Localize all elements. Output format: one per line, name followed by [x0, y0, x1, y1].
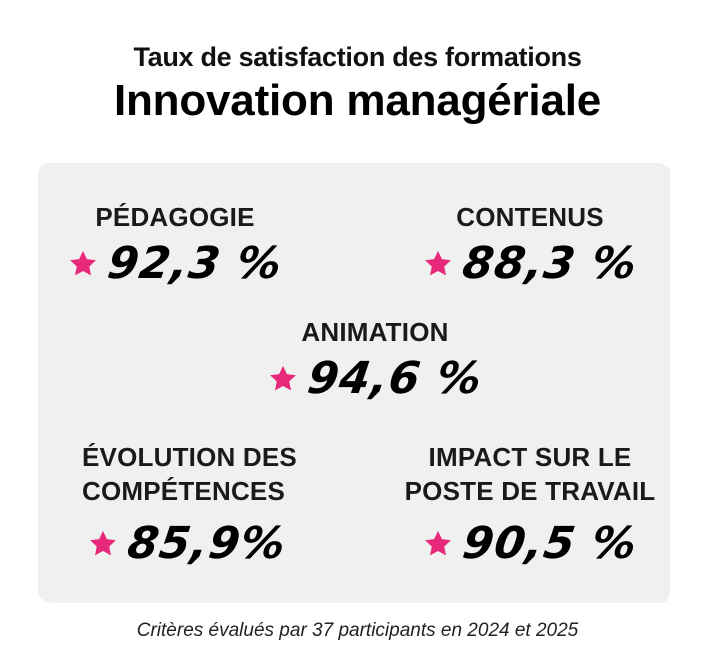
- metric-label-line2: COMPÉTENCES: [82, 476, 286, 506]
- footer-note: Critères évalués par 37 participants en …: [136, 620, 579, 641]
- metric-value: 88,3 %: [459, 238, 641, 289]
- metric-impact-poste: IMPACT SUR LE POSTE DE TRAVAIL 90,5 %: [385, 440, 675, 569]
- page-subtitle: Taux de satisfaction des formations: [133, 42, 582, 72]
- metric-value: 94,6 %: [304, 353, 486, 404]
- page-title: Innovation managériale: [113, 76, 602, 125]
- star-icon: [68, 249, 98, 279]
- metric-pedagogie: PÉDAGOGIE 92,3 %: [60, 200, 290, 289]
- metric-value: 90,5 %: [459, 518, 641, 569]
- star-icon: [423, 249, 453, 279]
- metric-label: ANIMATION: [301, 317, 449, 347]
- metric-value: 92,3 %: [104, 238, 286, 289]
- metric-label-line1: IMPACT SUR LE: [428, 442, 632, 472]
- metric-label-line1: ÉVOLUTION DES: [82, 442, 297, 472]
- star-icon: [268, 364, 298, 394]
- star-icon: [423, 529, 453, 559]
- metric-contenus: CONTENUS 88,3 %: [415, 200, 645, 289]
- metric-value: 85,9%: [124, 518, 290, 569]
- results-panel: [38, 163, 670, 603]
- metric-evolution-competences: ÉVOLUTION DES COMPÉTENCES 85,9%: [60, 440, 350, 569]
- metric-label-line2: POSTE DE TRAVAIL: [404, 476, 656, 506]
- star-icon: [88, 529, 118, 559]
- metric-label: PÉDAGOGIE: [95, 202, 255, 232]
- metric-animation: ANIMATION 94,6 %: [255, 315, 495, 404]
- metric-label: CONTENUS: [456, 202, 604, 232]
